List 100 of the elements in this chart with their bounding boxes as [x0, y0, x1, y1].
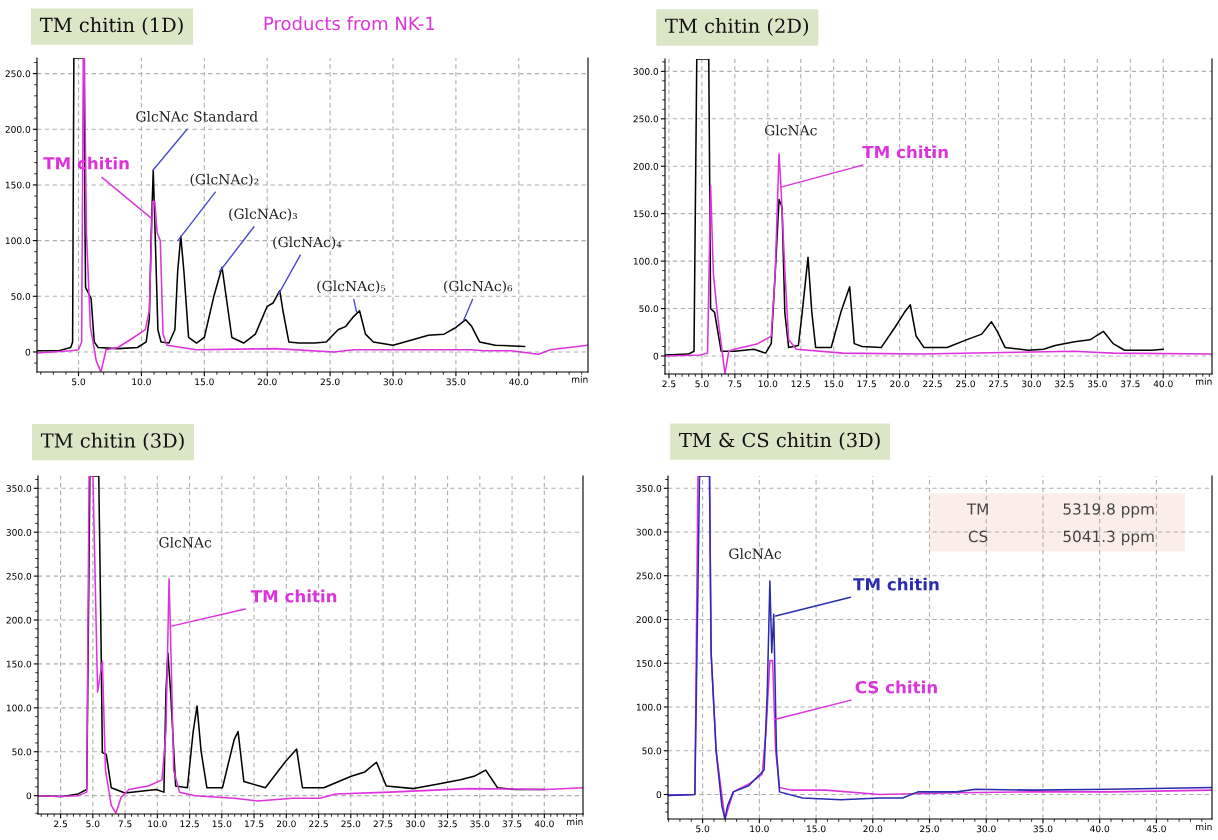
x-tick-label: 22.5 — [923, 380, 942, 388]
annotation: 5041.3 ppm — [1063, 530, 1154, 546]
x-tick-label: 25.0 — [920, 825, 939, 833]
y-tick-label: 200.0 — [633, 162, 659, 170]
chart-title: TM chitin (3D) — [40, 432, 184, 451]
y-tick-label: 250.0 — [6, 572, 32, 580]
annotation: (GlcNAc)₆ — [444, 280, 513, 294]
y-tick-label: 350.0 — [6, 485, 32, 492]
y-tick-label: 100.0 — [633, 257, 659, 265]
x-tick-label: 45.0 — [1146, 825, 1166, 833]
y-tick-label: 150.0 — [5, 181, 31, 189]
x-tick-label: 5.0 — [86, 820, 100, 828]
x-tick-label: 2.5 — [54, 820, 67, 828]
x-tick-label: 15.0 — [195, 378, 214, 386]
chart-title: TM chitin (2D) — [665, 18, 809, 36]
x-tick-label: 30.0 — [1022, 380, 1041, 388]
y-tick-label: 50.0 — [642, 747, 662, 755]
chart-title: TM & CS chitin (3D) — [679, 432, 880, 451]
x-tick-label: 10.0 — [132, 378, 151, 386]
y-tick-label: 250.0 — [633, 115, 659, 123]
x-tick-label: 37.5 — [502, 820, 522, 828]
x-tick-label: 7.5 — [118, 820, 132, 828]
x-tick-label: 5.0 — [696, 825, 710, 833]
x-tick-label: 35.0 — [1087, 380, 1107, 388]
y-tick-label: 100.0 — [6, 704, 32, 712]
x-tick-label: 40.0 — [1153, 380, 1173, 388]
y-tick-label: 150.0 — [636, 659, 662, 667]
x-tick-label: 15.0 — [824, 380, 844, 388]
x-tick-label: 25.0 — [341, 820, 361, 828]
y-tick-label: 200.0 — [6, 616, 32, 624]
y-tick-label: 200.0 — [5, 125, 31, 133]
y-tick-label: 200.0 — [636, 616, 662, 624]
x-tick-label: 40.0 — [1090, 825, 1110, 833]
x-tick-label: 22.5 — [309, 820, 328, 828]
x-tick-label: 5.0 — [72, 378, 86, 386]
x-tick-label: 27.5 — [373, 820, 393, 828]
y-tick-label: 0 — [26, 792, 32, 800]
x-tick-label: 10.0 — [758, 380, 778, 388]
x-tick-label: 12.5 — [180, 820, 199, 828]
y-tick-label: 0 — [25, 348, 31, 356]
y-tick-label: 250.0 — [5, 70, 31, 78]
annotation: TM — [966, 503, 988, 515]
x-tick-label: 15.0 — [212, 820, 232, 828]
x-tick-label: 35.0 — [470, 820, 490, 828]
y-tick-label: 150.0 — [6, 660, 32, 668]
y-tick-label: 0 — [656, 791, 662, 799]
y-tick-label: 0 — [653, 352, 659, 360]
x-tick-label: 40.0 — [509, 378, 529, 386]
x-axis-title: min — [572, 375, 588, 383]
annotation: (GlcNAc)₃ — [229, 208, 298, 221]
annotation: (GlcNAc)₅ — [317, 280, 386, 294]
y-tick-label: 100.0 — [5, 237, 31, 245]
x-tick-label: 20.0 — [276, 820, 296, 828]
x-tick-label: 15.0 — [807, 825, 826, 833]
annotation: GlcNAc — [729, 548, 782, 559]
y-tick-label: 100.0 — [636, 703, 662, 711]
y-tick-label: 300.0 — [6, 528, 32, 536]
x-tick-label: 37.5 — [1120, 380, 1140, 388]
annotation: TM chitin — [250, 589, 337, 603]
x-tick-label: 7.5 — [728, 380, 742, 388]
annotation: TM chitin — [853, 577, 939, 591]
x-tick-label: 30.0 — [383, 378, 403, 386]
x-tick-label: 27.5 — [989, 380, 1008, 388]
y-tick-label: 350.0 — [636, 484, 662, 492]
y-tick-label: 300.0 — [636, 528, 662, 536]
y-tick-label: 50.0 — [12, 748, 32, 756]
x-axis-title: min — [567, 818, 583, 825]
x-tick-label: 10.0 — [750, 825, 769, 833]
annotation: TM chitin — [862, 145, 948, 159]
annotation: GlcNAc — [764, 124, 817, 136]
annotation: (GlcNAc)₂ — [190, 173, 259, 187]
y-tick-label: 250.0 — [636, 572, 662, 580]
x-tick-label: 32.5 — [438, 820, 457, 828]
x-tick-label: 30.0 — [976, 825, 996, 833]
x-tick-label: 17.5 — [245, 820, 264, 828]
line-series — [668, 476, 1212, 819]
x-tick-label: 35.0 — [1033, 825, 1053, 833]
y-tick-label: 50.0 — [639, 305, 659, 313]
x-tick-label: 10.0 — [148, 820, 167, 828]
annotation: CS — [968, 530, 988, 543]
y-tick-label: 300.0 — [633, 68, 659, 75]
chart-subtitle: Products from NK-1 — [264, 16, 435, 31]
annotation: 5319.8 ppm — [1063, 503, 1154, 518]
x-tick-label: 40.0 — [534, 820, 554, 828]
x-axis-title: min — [1196, 823, 1212, 830]
x-tick-label: 20.0 — [257, 378, 277, 386]
x-tick-label: 35.0 — [446, 378, 466, 386]
x-tick-label: 12.5 — [791, 380, 811, 388]
chart-title: TM chitin (1D) — [39, 17, 183, 35]
x-axis-title: min — [1196, 377, 1212, 385]
x-tick-label: 5.0 — [695, 380, 709, 388]
annotation: GlcNAc Standard — [136, 110, 258, 122]
x-tick-label: 20.0 — [890, 380, 910, 388]
x-tick-label: 17.5 — [857, 380, 876, 388]
x-tick-label: 30.0 — [405, 820, 425, 828]
annotation: (GlcNAc)₄ — [273, 236, 342, 250]
annotation: CS chitin — [855, 680, 937, 694]
x-tick-label: 20.0 — [863, 825, 883, 833]
x-tick-label: 25.0 — [320, 378, 340, 386]
y-tick-label: 50.0 — [11, 293, 31, 300]
